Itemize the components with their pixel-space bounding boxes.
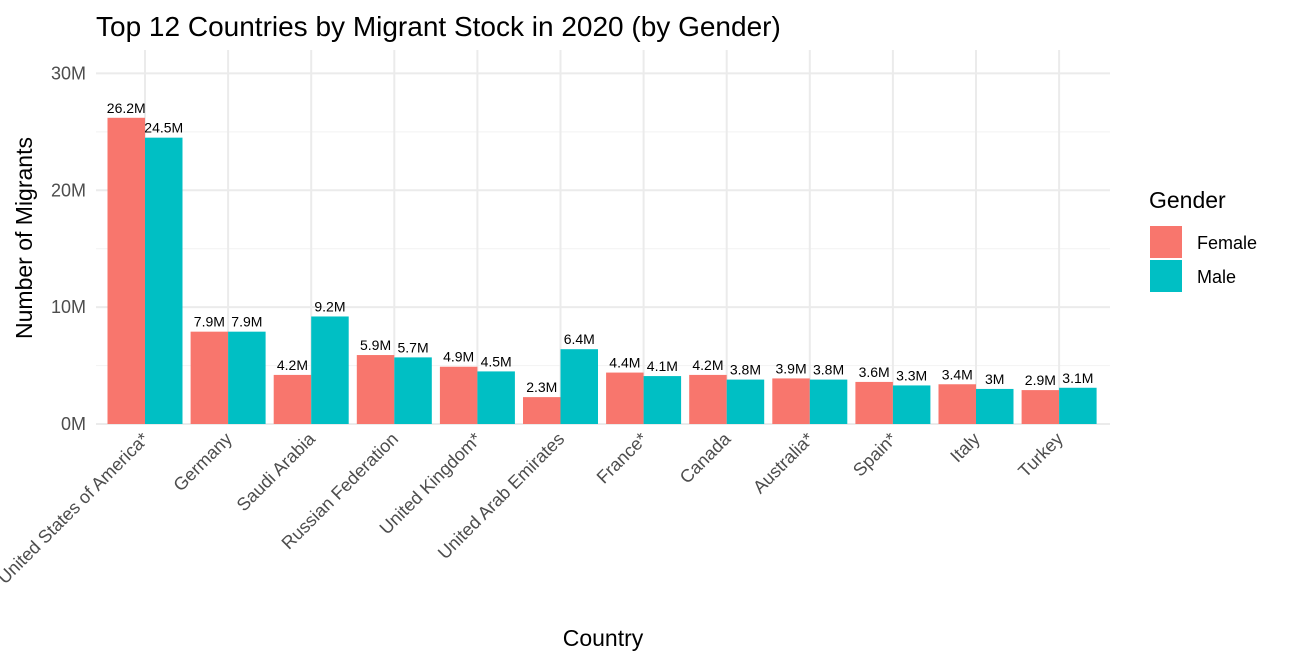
data-label: 24.5M (144, 120, 183, 136)
data-label: 4.4M (609, 355, 640, 371)
bar-female (190, 331, 229, 424)
x-tick-label: Turkey (1014, 429, 1067, 482)
data-label: 7.9M (231, 314, 262, 330)
data-label: 5.7M (397, 339, 428, 355)
bar-female (273, 374, 312, 424)
y-axis-ticks: 0M 10M 20M 30M (51, 63, 86, 434)
bar-female (107, 117, 145, 424)
data-label: 4.1M (647, 358, 678, 374)
data-label: 2.3M (526, 379, 557, 395)
data-label: 26.2M (107, 100, 146, 116)
legend-key-female (1150, 226, 1182, 258)
y-tick-label: 30M (51, 63, 86, 83)
bar-female (439, 366, 478, 424)
x-tick-label: Australia* (749, 429, 818, 498)
data-label: 4.2M (692, 357, 723, 373)
grid-lines (96, 50, 1110, 425)
bar-female (689, 374, 727, 424)
y-axis-title: Number of Migrants (11, 137, 37, 339)
data-label: 9.2M (314, 298, 345, 314)
data-label: 3.8M (813, 362, 844, 378)
data-label: 3.4M (942, 366, 973, 382)
y-tick-label: 0M (61, 414, 86, 434)
bar-male (643, 376, 682, 424)
bar-female (772, 378, 810, 424)
bar-female (606, 372, 644, 424)
x-tick-label: Spain* (849, 429, 901, 481)
data-label: 7.9M (194, 314, 225, 330)
bar-male (976, 388, 1014, 424)
y-tick-label: 10M (51, 297, 86, 317)
bar-male (560, 349, 598, 424)
bar-male (394, 357, 432, 424)
data-label: 3.9M (775, 360, 806, 376)
chart-title: Top 12 Countries by Migrant Stock in 202… (96, 11, 781, 42)
x-tick-label: Germany (169, 429, 235, 495)
data-label: 2.9M (1025, 372, 1056, 388)
bar-male (809, 379, 848, 424)
bar-female (1021, 390, 1060, 424)
bar-female (855, 381, 893, 424)
data-label: 3.8M (730, 362, 761, 378)
data-label: 3.3M (896, 367, 927, 383)
x-tick-label: Canada (676, 428, 735, 487)
x-tick-label: Italy (946, 429, 983, 466)
bar-male (726, 379, 765, 424)
x-axis-title: Country (563, 625, 644, 651)
bars (107, 117, 1097, 424)
bar-female (938, 384, 976, 424)
bar-male (1059, 387, 1097, 424)
legend: Gender Female Male (1149, 187, 1257, 292)
x-tick-label: France* (593, 429, 652, 488)
data-label: 4.2M (277, 357, 308, 373)
data-label: 3.6M (859, 364, 890, 380)
legend-label: Male (1197, 267, 1236, 287)
data-label: 6.4M (564, 331, 595, 347)
bar-male (477, 371, 515, 424)
bar-female (356, 355, 395, 424)
data-labels: 26.2M 7.9M 4.2M 5.9M 4.9M 2.3M 4.4M 4.2M 3.9M 3.6… (107, 100, 1094, 395)
x-tick-label: United States of America* (0, 429, 153, 588)
bar-male (892, 385, 931, 424)
legend-key-male (1150, 260, 1182, 292)
y-tick-label: 20M (51, 180, 86, 200)
legend-title: Gender (1149, 187, 1226, 213)
bar-male (311, 316, 349, 424)
data-label: 5.9M (360, 337, 391, 353)
data-label: 4.5M (481, 353, 512, 369)
legend-label: Female (1197, 233, 1257, 253)
x-tick-label: Saudi Arabia (233, 428, 320, 515)
bar-male (145, 137, 183, 424)
bar-male (228, 331, 266, 424)
data-label: 3M (985, 371, 1004, 387)
bar-female (523, 397, 561, 424)
data-label: 3.1M (1062, 370, 1093, 386)
data-label: 4.9M (443, 349, 474, 365)
